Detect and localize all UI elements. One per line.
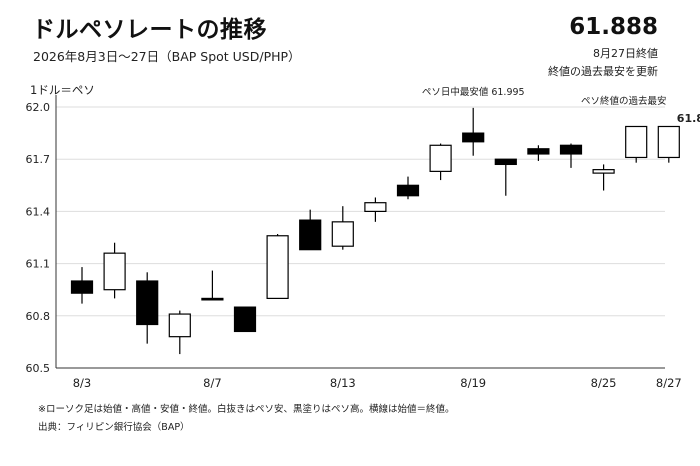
candle-body	[136, 280, 159, 326]
candle-body	[657, 125, 680, 159]
candle-body	[299, 219, 322, 251]
y-tick-label: 62.0	[26, 101, 51, 114]
candle-body	[168, 313, 191, 338]
candle-body	[103, 252, 126, 291]
x-tick-label: 8/25	[591, 376, 617, 390]
x-tick-label: 8/19	[460, 376, 486, 390]
candle-body	[201, 297, 224, 301]
candle-body	[233, 306, 257, 333]
chart-subtitle: 2026年8月3日〜27日（BAP Spot USD/PHP）	[33, 49, 301, 64]
annotation-intraday-low: ペソ日中最安値 61.995	[422, 86, 525, 98]
y-tick-label: 60.8	[26, 310, 51, 323]
x-tick-label: 8/3	[73, 376, 92, 390]
candle-body	[625, 125, 648, 159]
x-tick-label: 8/27	[656, 376, 682, 390]
candle-body	[429, 144, 452, 172]
y-tick-label: 61.4	[26, 205, 51, 218]
y-tick-label: 61.7	[26, 153, 51, 166]
candle-body	[396, 184, 420, 197]
candle-body	[559, 144, 583, 155]
candle-body	[592, 169, 615, 174]
latest-value-note: 終値の過去最安を更新	[548, 65, 658, 78]
candle-body	[527, 148, 550, 155]
chart-title: ドルペソレートの推移	[32, 17, 267, 43]
annotation-last-value: 61.888	[677, 112, 700, 125]
candle-body	[331, 221, 354, 247]
chart-source: 出典：フィリピン銀行協会（BAP）	[38, 422, 190, 433]
annotation-record-close: ペソ終値の過去最安	[581, 95, 667, 107]
y-axis-unit-label: 1ドル＝ペソ	[30, 83, 95, 97]
latest-value: 61.888	[569, 14, 658, 40]
candle-body	[494, 158, 517, 166]
x-tick-label: 8/13	[330, 376, 356, 390]
candle-body	[364, 202, 387, 212]
candle-body	[70, 280, 94, 294]
x-tick-label: 8/7	[203, 376, 222, 390]
candle-body	[462, 132, 485, 143]
latest-value-date: 8月27日終値	[593, 47, 658, 60]
y-tick-label: 60.5	[26, 362, 51, 375]
chart-footnote: ※ローソク足は始値・高値・安値・終値。白抜きはペソ安、黒塗りはペソ高。横線は始値…	[38, 404, 455, 415]
candle-body	[266, 235, 289, 299]
y-tick-label: 61.1	[26, 258, 51, 271]
